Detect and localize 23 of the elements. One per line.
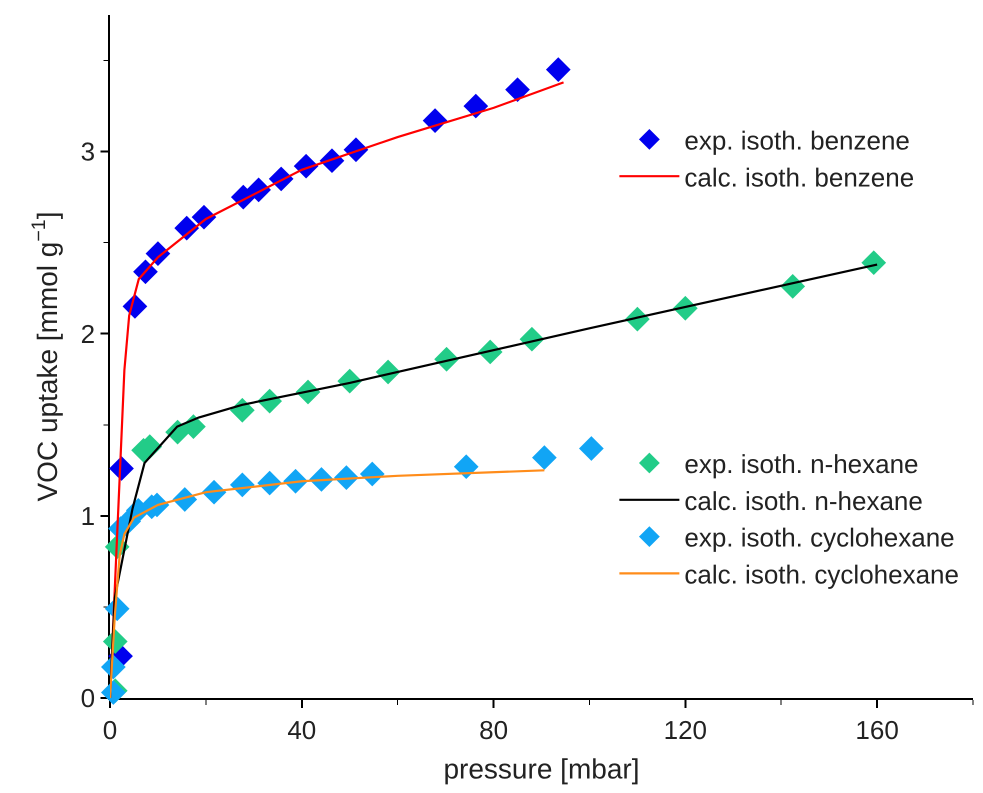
legend-label: calc. isoth. cyclohexane: [684, 560, 959, 590]
y-tick-label: 0: [80, 683, 96, 714]
legend-label: calc. isoth. n-hexane: [684, 486, 923, 516]
point: [454, 454, 479, 480]
legend-label: exp. isoth. cyclohexane: [684, 522, 955, 553]
x-tick-label: 160: [855, 714, 899, 745]
x-axis-title: pressure [mbar]: [443, 754, 640, 785]
x-tick-label: 40: [287, 714, 316, 745]
point: [579, 436, 604, 461]
x-tick-label: 80: [479, 714, 508, 745]
legend-label: exp. isoth. n-hexane: [684, 449, 919, 480]
legend-label: exp. isoth. benzene: [684, 126, 910, 156]
x-tick-label: 0: [102, 714, 118, 745]
legend-label: calc. isoth. benzene: [684, 162, 914, 192]
point: [546, 57, 571, 82]
x-tick-label: 120: [664, 714, 708, 745]
point: [532, 445, 557, 470]
point: [861, 250, 886, 276]
y-tick-label: 2: [80, 318, 96, 349]
point: [505, 77, 530, 102]
point: [463, 94, 488, 118]
y-tick-label: 3: [80, 136, 96, 167]
y-tick-label: 1: [80, 500, 96, 531]
